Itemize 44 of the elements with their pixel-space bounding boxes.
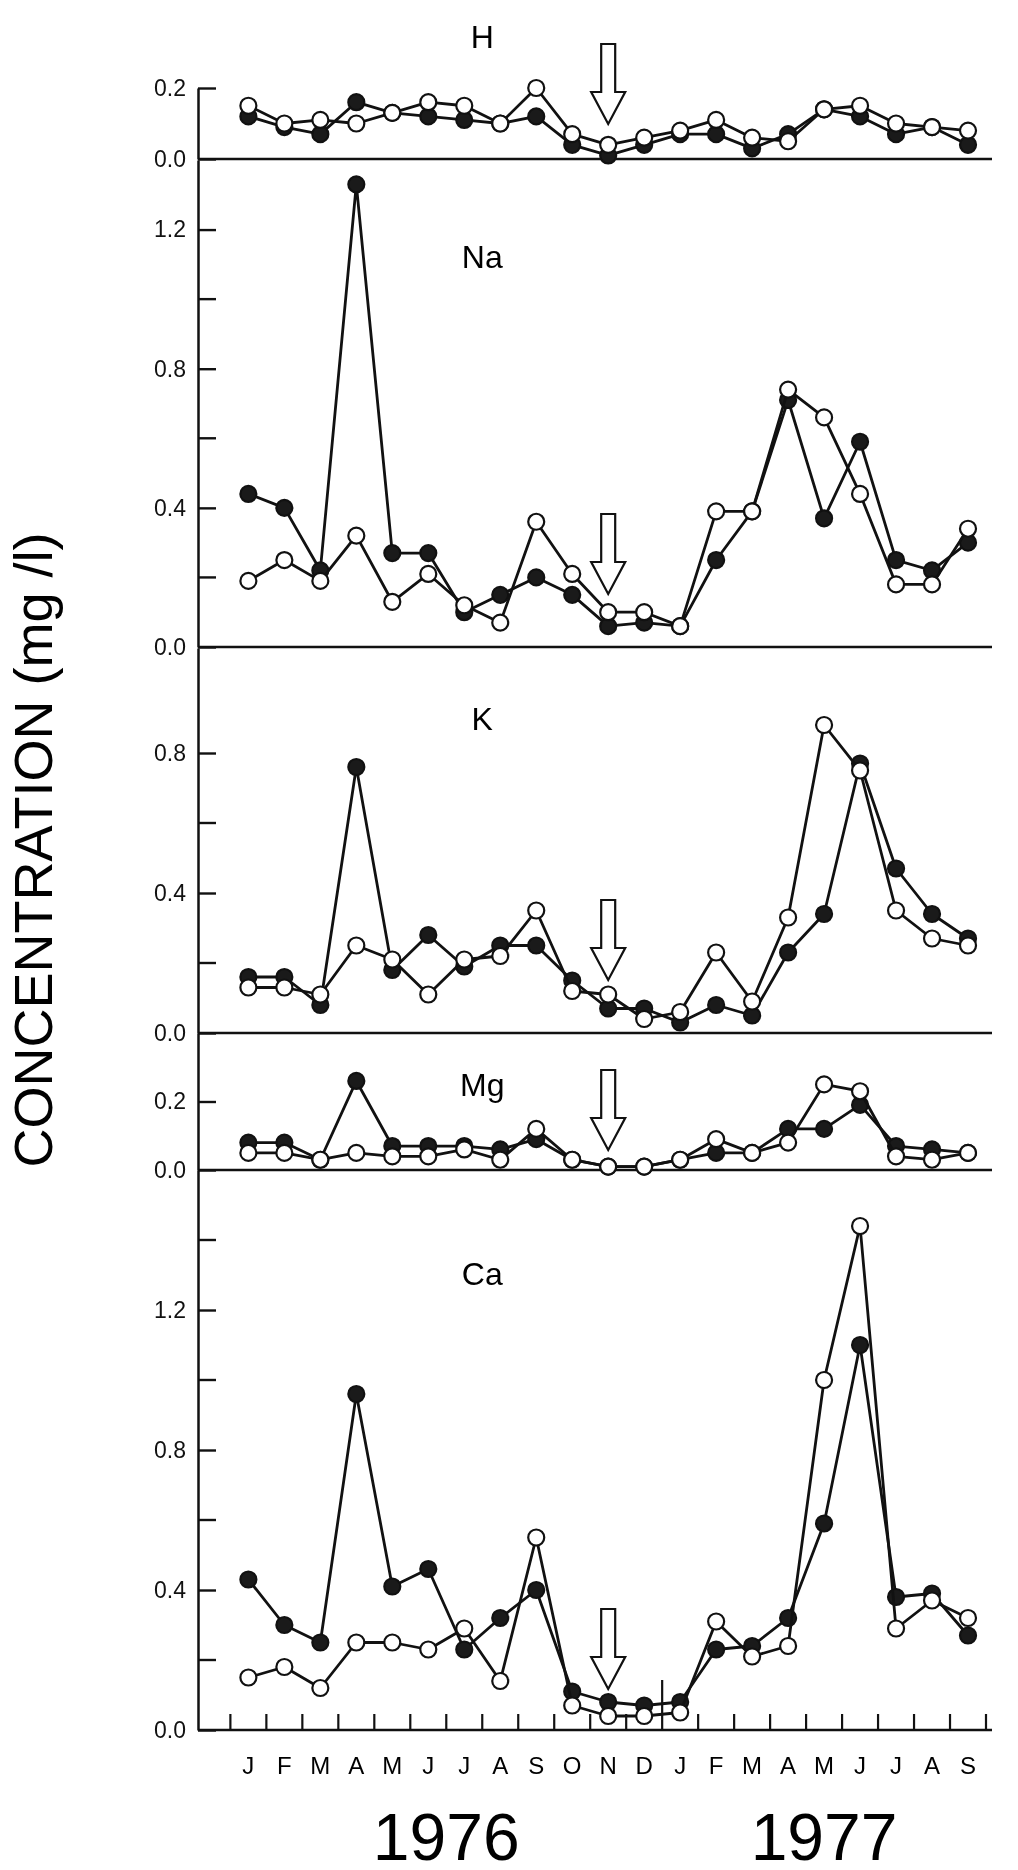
y-tick-label: 0.2	[154, 1088, 186, 1115]
y-tick-label: 1.2	[154, 216, 186, 243]
y-tick-label: 0.4	[154, 879, 187, 906]
x-tick-label: F	[708, 1752, 724, 1779]
x-tick-label: A	[492, 1752, 509, 1779]
y-tick-label: 0.0	[154, 1156, 186, 1183]
x-tick-label: J	[854, 1752, 867, 1779]
y-tick-label: 0.2	[154, 74, 186, 101]
y-axis-title: CONCENTRATION (mg /l)	[3, 532, 63, 1168]
y-tick-label: 0.0	[154, 145, 186, 172]
x-tick-label: J	[242, 1752, 255, 1779]
y-tick-label: 0.8	[154, 355, 186, 382]
x-tick-label: J	[674, 1752, 687, 1779]
chart-title: H	[470, 19, 494, 55]
text: K	[471, 701, 493, 737]
x-tick-label: A	[348, 1752, 365, 1779]
text: 1977	[750, 1800, 898, 1870]
x-tick-label: J	[890, 1752, 903, 1779]
y-tick-label: 0.8	[154, 1436, 186, 1463]
x-tick-label: M	[382, 1752, 403, 1779]
x-tick-label: M	[814, 1752, 835, 1779]
y-tick-label: 0.0	[154, 1019, 186, 1046]
x-tick-label: S	[528, 1752, 545, 1779]
x-tick-label: S	[960, 1752, 977, 1779]
text: Mg	[460, 1067, 505, 1103]
x-tick-label: A	[780, 1752, 797, 1779]
text: Na	[461, 239, 503, 275]
y-tick-label: 0.4	[154, 1576, 187, 1603]
x-tick-label: M	[742, 1752, 763, 1779]
x-tick-label: J	[422, 1752, 435, 1779]
x-tick-label: D	[635, 1752, 653, 1779]
text: 1976	[372, 1800, 520, 1870]
x-tick-label: J	[458, 1752, 471, 1779]
x-tick-label: A	[924, 1752, 941, 1779]
y-tick-label: 0.8	[154, 739, 186, 766]
y-tick-label: 1.2	[154, 1296, 186, 1323]
x-tick-label: F	[277, 1752, 292, 1779]
x-tick-label: O	[562, 1752, 582, 1779]
y-tick-label: 0.0	[154, 633, 186, 660]
y-tick-label: 0.4	[154, 494, 187, 521]
x-tick-label: N	[599, 1752, 617, 1779]
y-tick-label: 0.0	[154, 1716, 186, 1743]
x-tick-label: M	[310, 1752, 331, 1779]
text: Ca	[461, 1256, 503, 1292]
